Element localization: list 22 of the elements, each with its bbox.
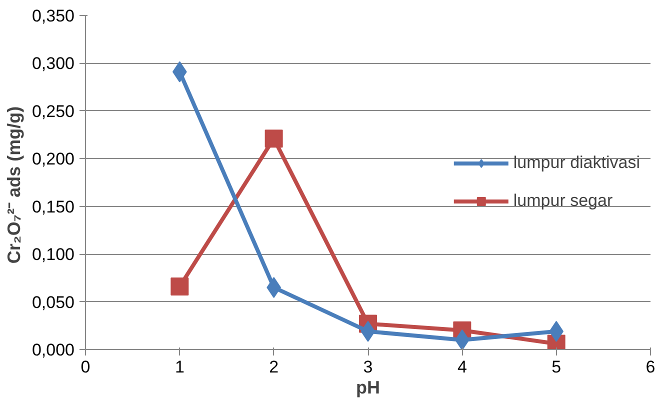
x-tick-label: 1 <box>174 358 184 376</box>
legend-label: lumpur segar <box>513 191 613 211</box>
x-tick-label: 3 <box>363 358 373 376</box>
x-tick-label: 2 <box>269 358 279 376</box>
y-axis-title: Cr₂O₇²⁻ ads (mg/g) <box>4 106 24 264</box>
point <box>264 130 283 148</box>
point <box>170 278 189 296</box>
x-axis-title: pH <box>356 378 380 398</box>
y-tick-label: 0,350 <box>32 6 75 26</box>
y-tick-label: 0,250 <box>32 102 75 121</box>
x-tick-label: 5 <box>552 358 562 376</box>
y-tick-label: 0,050 <box>32 292 75 312</box>
legend-label: lumpur diaktivasi <box>513 153 640 173</box>
y-tick-label: 0,150 <box>32 197 75 216</box>
y-tick-label: 0,000 <box>32 340 75 360</box>
y-tick-label: 0,100 <box>32 245 75 264</box>
x-tick-label: 6 <box>646 358 656 376</box>
y-tick-label: 0,200 <box>32 150 75 169</box>
x-tick-label: 4 <box>457 358 467 376</box>
point <box>455 329 470 350</box>
x-tick-label: 0 <box>80 358 90 376</box>
y-tick-label: 0,300 <box>32 54 75 74</box>
